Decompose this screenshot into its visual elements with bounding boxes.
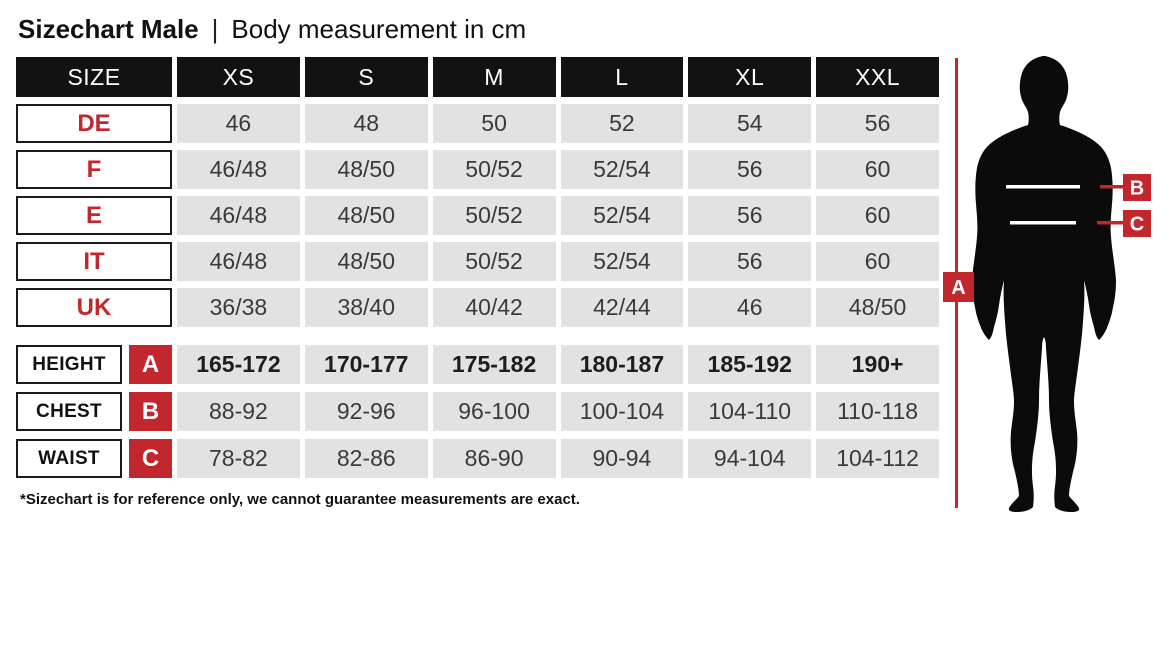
measurement-marker-badge: B: [129, 392, 172, 431]
column-header: S: [304, 57, 428, 97]
size-row-label: E: [16, 196, 172, 235]
measurement-cell: 175-182: [432, 345, 556, 384]
measurement-row-label: HEIGHT: [16, 345, 122, 384]
marker-b-box: [1123, 174, 1151, 201]
measurement-cell: 110-118: [816, 392, 939, 431]
measurement-row-label-group: WAIST C: [16, 439, 172, 478]
size-conversion-table: SIZE XS S M L XL XXL DE 46 48 50 52 54 56 F 46/48 48/50 5…: [16, 57, 939, 327]
measurement-cell: 100-104: [560, 392, 684, 431]
size-cell: 60: [816, 150, 939, 189]
waist-pointer-line: [1097, 221, 1123, 225]
column-header: L: [560, 57, 684, 97]
size-cell: 48: [304, 104, 428, 143]
measurement-cell: 94-104: [688, 439, 812, 478]
measurement-cell: 104-110: [688, 392, 812, 431]
size-cell: 48/50: [304, 242, 428, 281]
measurement-row-label: CHEST: [16, 392, 122, 431]
measurement-cell: 90-94: [560, 439, 684, 478]
footnote: *Sizechart is for reference only, we can…: [20, 491, 580, 508]
waist-measure-line: [1010, 221, 1076, 225]
title-subtitle: Body measurement in cm: [231, 14, 527, 44]
marker-c-label: C: [1130, 214, 1144, 236]
size-cell: 52/54: [560, 196, 684, 235]
size-cell: 46/48: [177, 150, 300, 189]
measurement-cell: 88-92: [177, 392, 300, 431]
size-cell: 46: [177, 104, 300, 143]
size-row-label: UK: [16, 288, 172, 327]
size-cell: 60: [816, 242, 939, 281]
measurement-cell: 104-112: [816, 439, 939, 478]
size-cell: 38/40: [304, 288, 428, 327]
measurement-row-label-group: HEIGHT A: [16, 345, 172, 384]
size-cell: 52/54: [560, 150, 684, 189]
size-cell: 56: [816, 104, 939, 143]
measurement-row-label-group: CHEST B: [16, 392, 172, 431]
male-silhouette: [972, 56, 1116, 512]
measurement-cell: 82-86: [304, 439, 428, 478]
column-header: XL: [688, 57, 812, 97]
size-cell: 50/52: [432, 150, 556, 189]
size-cell: 48/50: [816, 288, 939, 327]
measurement-marker-badge: A: [129, 345, 172, 384]
size-row-label: IT: [16, 242, 172, 281]
chest-measure-line: [1006, 185, 1080, 189]
measurement-cell: 165-172: [177, 345, 300, 384]
measurement-marker-badge: C: [129, 439, 172, 478]
size-cell: 56: [688, 150, 812, 189]
measurement-cell: 96-100: [432, 392, 556, 431]
size-cell: 52: [560, 104, 684, 143]
page-title: Sizechart Male | Body measurement in cm: [18, 13, 526, 45]
size-cell: 36/38: [177, 288, 300, 327]
size-cell: 56: [688, 196, 812, 235]
size-row-label: DE: [16, 104, 172, 143]
column-header-size: SIZE: [16, 57, 172, 97]
body-measurement-table: HEIGHT A 165-172 170-177 175-182 180-187 185-1…: [16, 345, 939, 478]
size-cell: 50: [432, 104, 556, 143]
measurement-cell: 190+: [816, 345, 939, 384]
marker-b-label: B: [1130, 178, 1144, 200]
size-row-label: F: [16, 150, 172, 189]
size-cell: 42/44: [560, 288, 684, 327]
column-header: XS: [177, 57, 300, 97]
marker-a-box: [943, 272, 974, 302]
size-cell: 48/50: [304, 196, 428, 235]
measurement-cell: 170-177: [304, 345, 428, 384]
column-header: M: [432, 57, 556, 97]
size-cell: 46/48: [177, 242, 300, 281]
title-separator: |: [211, 14, 219, 44]
column-header: XXL: [816, 57, 939, 97]
measurement-cell: 78-82: [177, 439, 300, 478]
marker-c-box: [1123, 210, 1151, 237]
size-cell: 54: [688, 104, 812, 143]
male-body-figure: A B C: [943, 56, 1151, 512]
measurement-cell: 185-192: [688, 345, 812, 384]
sizechart-table: SIZE XS S M L XL XXL DE 46 48 50 52 54 56 F 46/48 48/50 5…: [16, 57, 939, 478]
size-cell: 60: [816, 196, 939, 235]
measurement-cell: 180-187: [560, 345, 684, 384]
size-cell: 56: [688, 242, 812, 281]
size-cell: 50/52: [432, 196, 556, 235]
size-cell: 48/50: [304, 150, 428, 189]
size-cell: 46/48: [177, 196, 300, 235]
size-cell: 40/42: [432, 288, 556, 327]
measurement-cell: 86-90: [432, 439, 556, 478]
chest-pointer-line: [1100, 185, 1123, 189]
measurement-cell: 92-96: [304, 392, 428, 431]
size-cell: 52/54: [560, 242, 684, 281]
size-cell: 46: [688, 288, 812, 327]
title-main: Sizechart Male: [18, 14, 199, 44]
size-cell: 50/52: [432, 242, 556, 281]
measurement-row-label: WAIST: [16, 439, 122, 478]
marker-a-label: A: [951, 277, 965, 299]
